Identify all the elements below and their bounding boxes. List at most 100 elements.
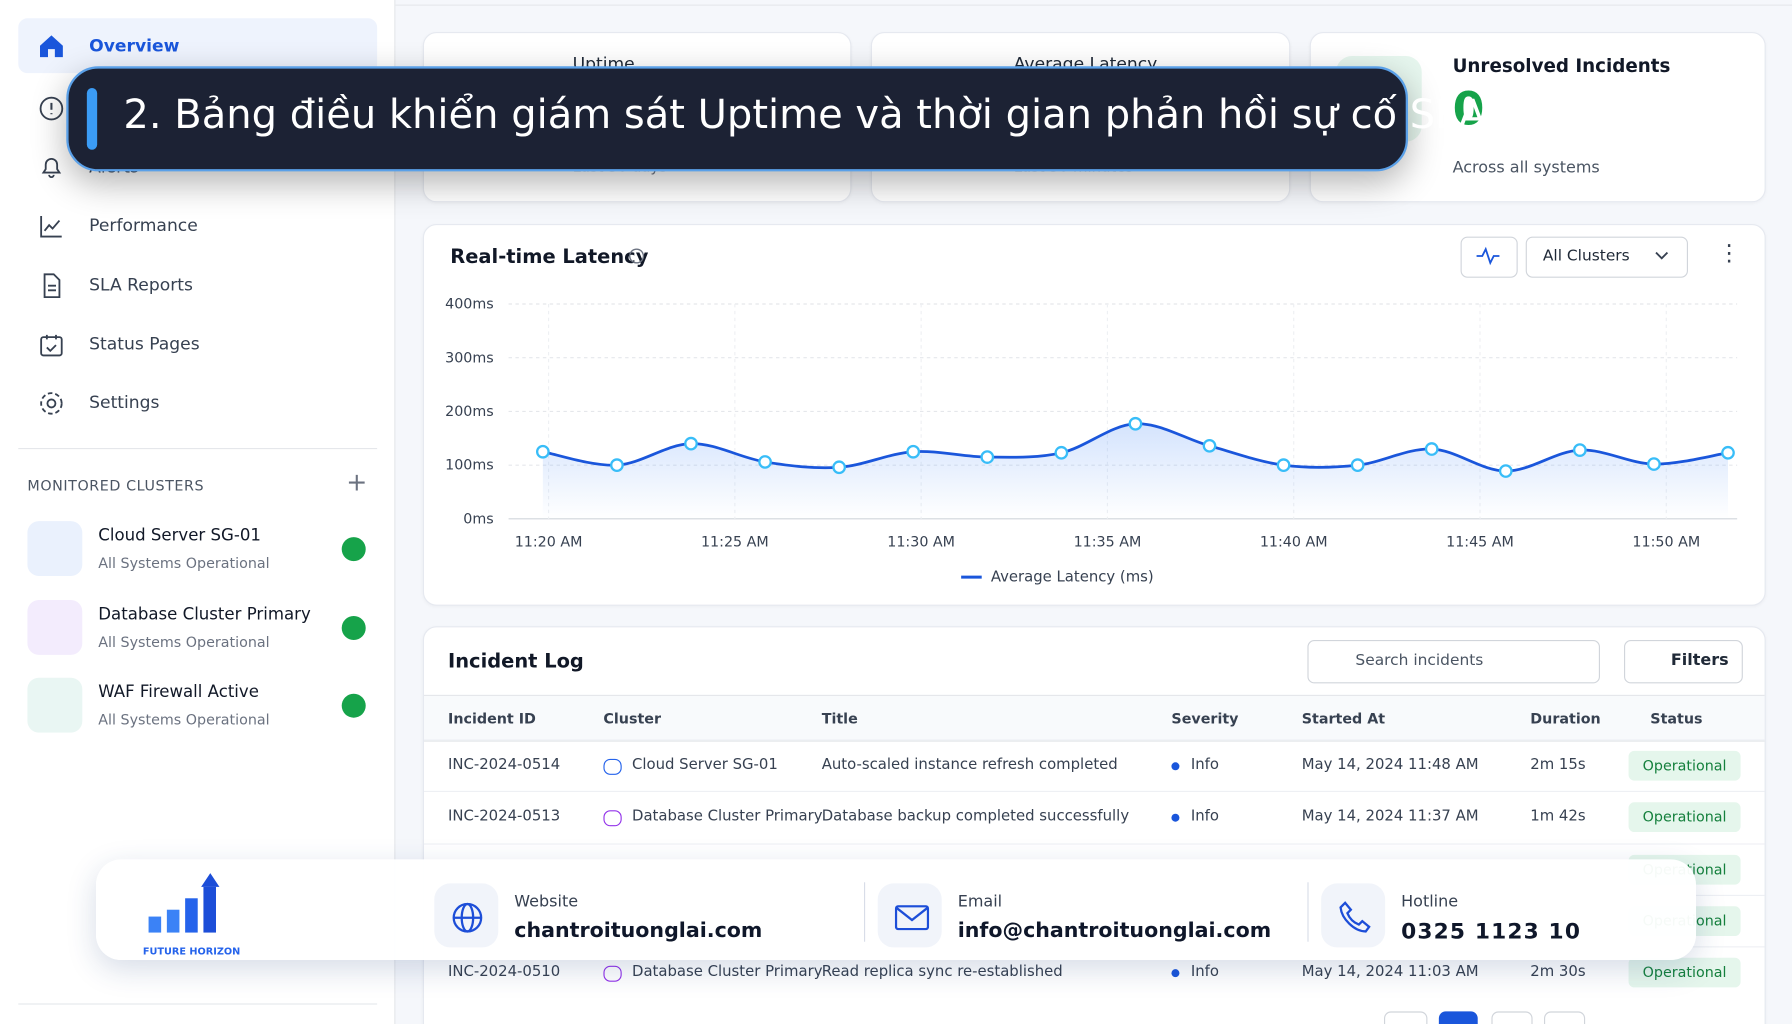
cell-duration: 2m 30s	[1530, 963, 1586, 981]
contact-label: Website	[514, 892, 579, 911]
nav-item[interactable]: Settings	[89, 391, 160, 413]
more-menu[interactable]: ⋮	[1717, 238, 1741, 267]
email-icon	[877, 883, 942, 948]
search-placeholder[interactable]: Search incidents	[1355, 651, 1484, 670]
cluster-select[interactable]	[1525, 236, 1688, 278]
y-tick-label: 200ms	[445, 404, 494, 420]
latency-point	[832, 460, 846, 475]
column-header: Incident ID	[447, 709, 536, 727]
latency-point	[1054, 445, 1069, 460]
x-tick-label: 11:40 AM	[1260, 534, 1328, 550]
filters-label[interactable]: Filters	[1670, 651, 1729, 670]
status-check	[341, 537, 366, 562]
phone	[1339, 901, 1371, 933]
page-button[interactable]	[1438, 1011, 1478, 1024]
cluster-glyph	[603, 758, 622, 775]
x-tick-label: 11:35 AM	[1074, 534, 1142, 550]
status-badge: Operational	[1628, 802, 1741, 833]
website[interactable]: chantroituonglai.com	[514, 918, 763, 943]
hotline[interactable]: 0325 1123 10	[1401, 918, 1582, 944]
page-button[interactable]	[1383, 1011, 1428, 1024]
cell-duration: 2m 15s	[1530, 756, 1586, 774]
cluster-status: All Systems Operational	[98, 554, 270, 572]
cluster-status: All Systems Operational	[98, 632, 270, 650]
nav-item[interactable]: Performance	[89, 214, 198, 236]
cell-id: INC-2024-0514	[447, 756, 561, 774]
y-tick-label: 400ms	[445, 297, 494, 313]
latency-point	[1647, 457, 1661, 471]
home-icon	[39, 35, 63, 58]
severity-dot	[1171, 762, 1180, 771]
divider	[18, 1003, 378, 1005]
icon-part	[894, 905, 930, 931]
top-border	[395, 4, 1792, 6]
icon-part	[40, 336, 63, 357]
nav-item[interactable]: SLA Reports	[89, 274, 193, 295]
nav-item[interactable]: Overview	[89, 35, 180, 56]
latency-point	[1276, 458, 1291, 472]
icon-part	[40, 215, 62, 238]
cell-severity: Info	[1190, 808, 1219, 826]
page-button[interactable]	[1543, 1011, 1586, 1024]
globe	[452, 902, 483, 933]
report-icon	[43, 273, 61, 299]
status-icon	[40, 334, 63, 357]
latency-point	[610, 458, 624, 472]
stat-title: Unresolved Incidents	[1452, 54, 1671, 77]
row-divider	[423, 842, 1765, 845]
x-tick-label: 11:45 AM	[1446, 534, 1514, 550]
divider	[18, 447, 378, 450]
cluster-select-label[interactable]: All Clusters	[1542, 246, 1630, 266]
icon-part	[43, 273, 61, 299]
x-tick-label: 11:30 AM	[887, 534, 955, 550]
column-header: Status	[1650, 709, 1703, 727]
column-header: Cluster	[603, 709, 662, 727]
x-tick-label: 11:20 AM	[515, 534, 583, 550]
email[interactable]: info@chantroituonglai.com	[957, 918, 1272, 943]
severity-dot	[1171, 814, 1180, 823]
alert-icon	[41, 157, 62, 179]
row-divider	[423, 739, 1765, 741]
column-header: Severity	[1171, 709, 1239, 727]
latency-point	[1128, 416, 1143, 431]
nav-active	[18, 18, 378, 74]
cell-title: Database backup completed successfully	[821, 808, 1130, 826]
icon-part	[166, 909, 180, 933]
stat-note: Across all systems	[1452, 158, 1600, 178]
filters-button[interactable]	[1623, 639, 1743, 684]
nav-item[interactable]: Status Pages	[89, 333, 200, 355]
cluster-glyph	[603, 810, 622, 827]
stat-value: 0	[1452, 83, 1485, 136]
cell-id: INC-2024-0510	[447, 963, 561, 981]
envelope	[894, 905, 930, 931]
latency-point	[1572, 443, 1587, 457]
latency-point	[1350, 458, 1365, 472]
page-button[interactable]	[1491, 1011, 1533, 1024]
cluster-status: All Systems Operational	[98, 710, 270, 728]
chart-type-button[interactable]	[1460, 236, 1518, 278]
add-button[interactable]: +	[346, 468, 368, 498]
legend-label: Average Latency (ms)	[991, 568, 1154, 586]
cell-title: Read replica sync re-established	[821, 963, 1063, 981]
status-check	[341, 693, 366, 718]
severity-dot	[1171, 969, 1180, 978]
icon-part	[203, 886, 216, 933]
y-tick-label: 100ms	[445, 458, 494, 474]
cluster-icon	[27, 599, 83, 655]
search-box[interactable]	[1307, 639, 1600, 684]
x-tick-label: 11:50 AM	[1632, 534, 1700, 550]
icon-part	[148, 916, 162, 933]
cluster-glyph	[603, 965, 622, 982]
cell-severity: Info	[1190, 963, 1219, 981]
status-badge: Operational	[1628, 957, 1741, 988]
website-icon	[434, 883, 499, 948]
x-tick-label: 11:25 AM	[701, 534, 769, 550]
icon-part	[201, 873, 220, 887]
logo	[148, 873, 220, 933]
row-divider	[423, 791, 1765, 793]
table-header-row	[423, 694, 1765, 742]
banner: 2. Bảng điều khiển giám sát Uptime và th…	[66, 66, 1486, 172]
latency-point	[535, 444, 550, 459]
icon-part	[40, 392, 63, 415]
contact-label: Email	[957, 892, 1003, 911]
